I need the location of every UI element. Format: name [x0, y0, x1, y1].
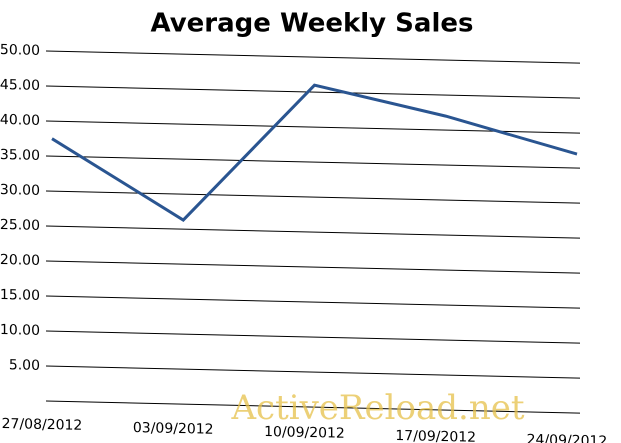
y-tick-label: 25.00: [0, 217, 40, 234]
watermark: ActiveReload.net: [230, 388, 524, 428]
y-tick-label: 20.00: [0, 252, 40, 269]
x-tick-label: 10/09/2012: [264, 424, 345, 442]
x-tick-label: 17/09/2012: [395, 428, 476, 443]
grid-line: [46, 190, 580, 204]
x-tick-label: 24/09/2012: [527, 432, 608, 443]
data-line: [51, 83, 578, 222]
plot-area: 5.00 10.00 15.00 20.00 25.00 30.00 35.00 40.00 4…: [0, 42, 607, 443]
grid-line: [46, 330, 580, 344]
grid-line: [46, 155, 580, 169]
y-tick-label: 45.00: [0, 77, 40, 94]
grid-line: [46, 260, 580, 274]
chart-title: Average Weekly Sales: [151, 9, 474, 39]
y-tick-label: 35.00: [0, 147, 40, 164]
y-tick-label: 30.00: [0, 182, 40, 199]
x-axis-line: [46, 400, 580, 414]
x-tick-label: 03/09/2012: [133, 420, 214, 438]
y-tick-label: 50.00: [0, 42, 40, 59]
y-tick-label: 40.00: [0, 112, 40, 129]
y-tick-label: 10.00: [0, 322, 40, 339]
grid-line: [46, 365, 580, 379]
grid-line: [46, 50, 580, 64]
grid-line: [46, 85, 580, 99]
grid-line: [46, 295, 580, 309]
y-tick-label: 5.00: [9, 357, 40, 374]
y-tick-label: 15.00: [0, 287, 40, 304]
grid-line: [46, 120, 580, 134]
x-tick-label: 27/08/2012: [2, 416, 83, 434]
grid-line: [46, 225, 580, 239]
